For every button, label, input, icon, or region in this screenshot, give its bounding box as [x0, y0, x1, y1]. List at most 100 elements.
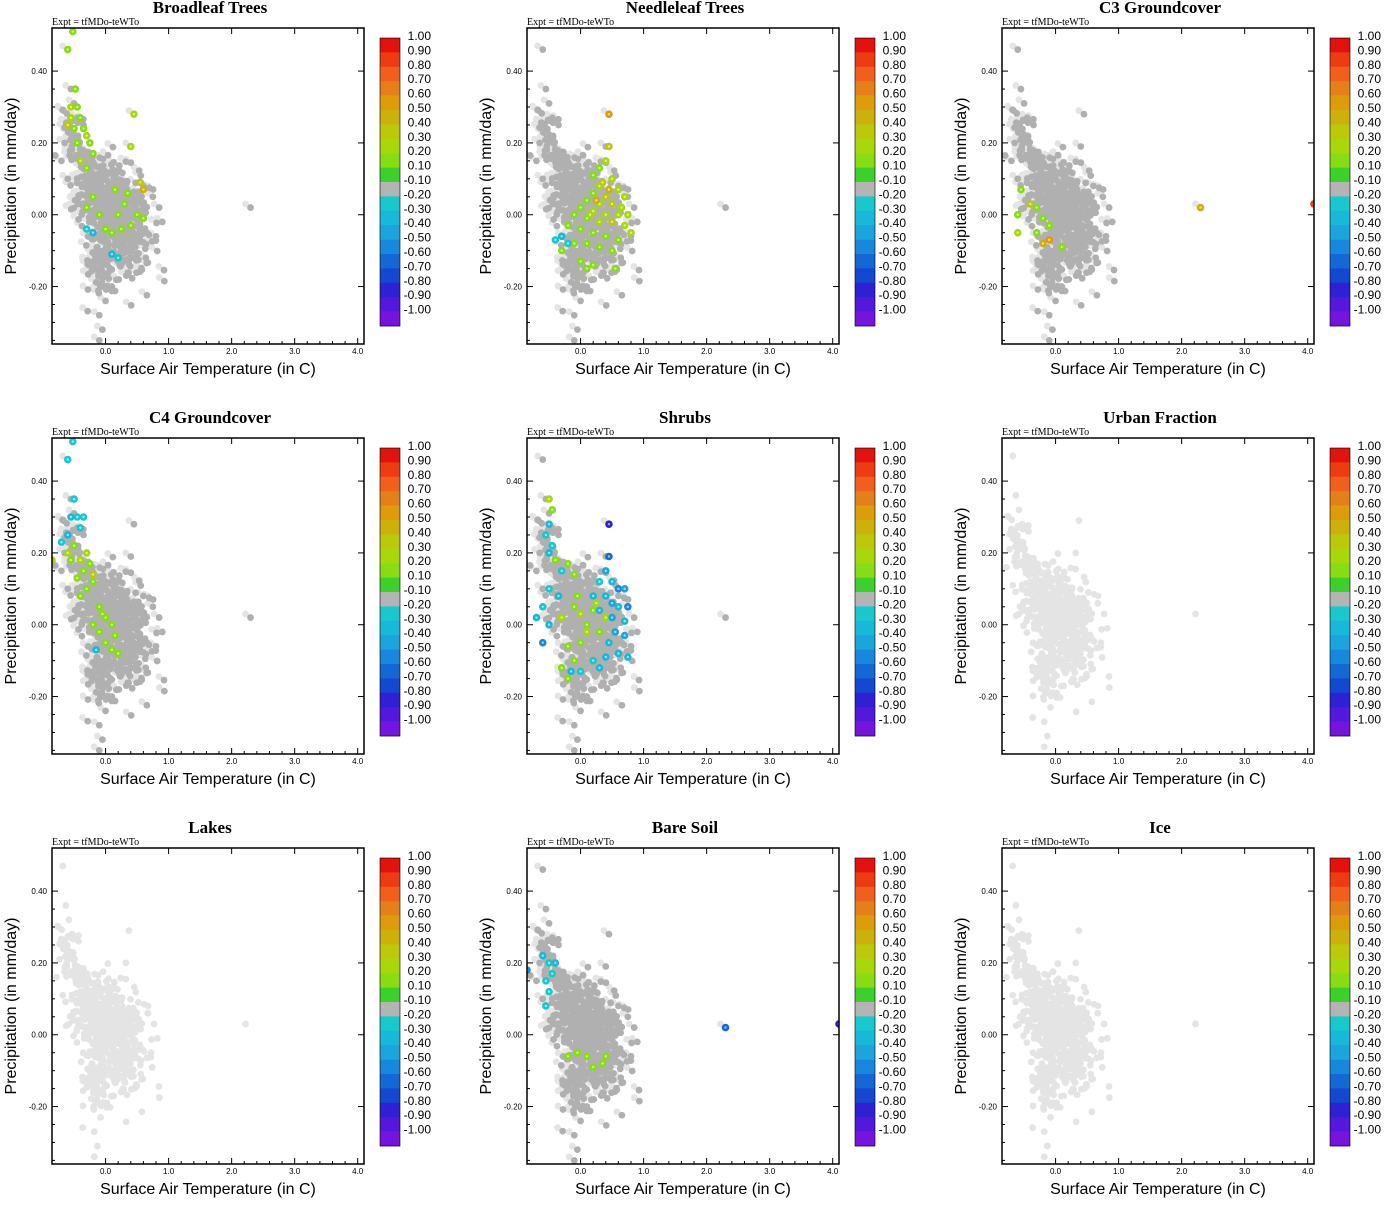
- neutral-point: [1043, 171, 1050, 178]
- neutral-point: [78, 173, 85, 180]
- neutral-point: [1111, 278, 1118, 285]
- neutral-point: [590, 182, 597, 189]
- neutral-point: [59, 106, 66, 113]
- colorbar-swatch: [380, 96, 400, 111]
- colorbar-tick-label: -0.80: [879, 274, 907, 288]
- neutral-point: [1008, 157, 1015, 164]
- neutral-point: [558, 181, 565, 188]
- neutral-point: [83, 181, 90, 188]
- x-tick-label: 2.0: [226, 347, 238, 356]
- neutral-point: [106, 265, 113, 272]
- data-point-center: [595, 199, 597, 201]
- neutral-point: [1082, 179, 1089, 186]
- colorbar-swatch: [855, 297, 875, 312]
- neutral-point: [1066, 212, 1073, 219]
- neutral-point: [1037, 170, 1044, 177]
- data-point-center: [592, 231, 594, 233]
- data-point-center: [601, 181, 603, 183]
- neutral-point: [575, 155, 582, 162]
- neutral-point: [1033, 164, 1040, 171]
- neutral-point: [1020, 204, 1027, 211]
- neutral-point: [128, 248, 135, 255]
- colorbar-swatch: [380, 67, 400, 82]
- x-tick-label: 3.0: [1239, 347, 1251, 356]
- colorbar-swatch: [1330, 96, 1350, 111]
- data-point-center: [573, 242, 575, 244]
- colorbar-swatch: [1330, 211, 1350, 226]
- colorbar-tick-label: -0.70: [879, 259, 907, 273]
- colorbar-tick-label: -0.70: [1354, 259, 1382, 273]
- y-tick-label: 0.00: [506, 211, 522, 220]
- neutral-point: [97, 249, 104, 256]
- neutral-point: [90, 162, 97, 169]
- colorbar-tick-label: 0.70: [883, 72, 907, 86]
- neutral-point: [625, 186, 632, 193]
- neutral-point: [138, 225, 145, 232]
- colorbar-tick-label: 1.00: [883, 29, 907, 43]
- neutral-point: [154, 248, 161, 255]
- colorbar-swatch: [1330, 283, 1350, 298]
- colorbar-swatch: [1330, 153, 1350, 168]
- neutral-point: [547, 139, 554, 146]
- neutral-point: [144, 259, 151, 266]
- x-tick-label: 0.0: [575, 347, 587, 356]
- data-point-center: [1042, 217, 1044, 219]
- neutral-point: [631, 204, 638, 211]
- colorbar-tick-label: -0.90: [404, 288, 432, 302]
- colorbar-tick-label: -0.70: [404, 259, 432, 273]
- colorbar-swatch: [1330, 268, 1350, 283]
- neutral-point: [133, 269, 140, 276]
- points-layer: [522, 43, 729, 344]
- colorbar-swatch: [1330, 196, 1350, 211]
- neutral-point: [1077, 263, 1084, 270]
- data-point-center: [623, 224, 625, 226]
- neutral-point: [579, 189, 586, 196]
- neutral-point: [628, 220, 635, 227]
- data-point-center: [120, 228, 122, 230]
- colorbar-swatch: [380, 124, 400, 139]
- neutral-point: [1046, 207, 1053, 214]
- neutral-point: [99, 280, 106, 287]
- y-tick-label: 0.40: [31, 67, 47, 76]
- neutral-point: [161, 267, 168, 274]
- colorbar-swatch: [1330, 297, 1350, 312]
- colorbar-swatch: [855, 196, 875, 211]
- data-point-center: [70, 117, 72, 119]
- data-point-center: [617, 188, 619, 190]
- neutral-point: [577, 271, 584, 278]
- data-point-center: [1035, 231, 1037, 233]
- colorbar-swatch: [1330, 225, 1350, 240]
- data-point-center: [630, 231, 632, 233]
- data-point-center: [592, 264, 594, 266]
- neutral-point: [75, 216, 82, 223]
- x-tick-label: 2.0: [1176, 347, 1188, 356]
- neutral-point: [1040, 162, 1047, 169]
- neutral-point: [1094, 259, 1101, 266]
- neutral-point: [95, 287, 102, 294]
- neutral-point: [1050, 155, 1057, 162]
- data-point-center: [579, 260, 581, 262]
- colorbar-tick-label: -0.60: [1354, 245, 1382, 259]
- neutral-point: [619, 259, 626, 266]
- neutral-point: [539, 175, 546, 182]
- colorbar-tick-label: -1.00: [404, 303, 432, 317]
- neutral-point: [539, 46, 546, 53]
- colorbar-tick-label: 0.30: [883, 130, 907, 144]
- neutral-point: [1025, 194, 1032, 201]
- colorbar-tick-label: -0.30: [879, 202, 907, 216]
- data-point-center: [136, 214, 138, 216]
- data-point-center: [85, 228, 87, 230]
- y-tick-label: -0.20: [979, 283, 998, 292]
- neutral-point: [1090, 201, 1097, 208]
- neutral-point: [560, 286, 567, 293]
- neutral-point: [555, 122, 562, 129]
- neutral-point: [1054, 189, 1061, 196]
- neutral-point: [554, 223, 561, 230]
- colorbar-tick-label: -0.80: [1354, 274, 1382, 288]
- colorbar-tick-label: 0.70: [1358, 72, 1382, 86]
- colorbar-swatch: [855, 182, 875, 197]
- neutral-point: [545, 204, 552, 211]
- data-point-center: [617, 214, 619, 216]
